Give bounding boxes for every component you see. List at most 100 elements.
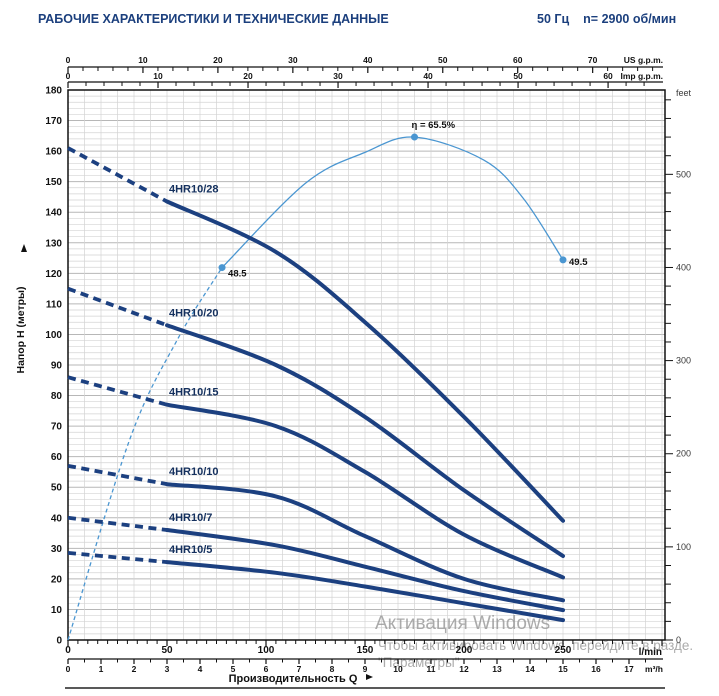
- m3h-axis-label: m³/h: [645, 664, 663, 674]
- feet-tick-label: 200: [676, 449, 691, 459]
- meters-tick-label: 130: [45, 238, 62, 249]
- frequency-label: 50 Гц: [537, 12, 570, 26]
- meters-tick-label: 80: [51, 391, 63, 402]
- efficiency-bep-point: [411, 133, 418, 141]
- meters-tick-label: 70: [51, 422, 63, 433]
- series-label-4HR10/5: 4HR10/5: [169, 544, 212, 556]
- pump-curve-dashed-4HR10/10: [67, 463, 168, 487]
- us-gpm-axis-label: US g.p.m.: [624, 55, 663, 65]
- us-gpm-tick-label: 70: [588, 55, 598, 65]
- pump-curve-dashed-4HR10/7: [67, 515, 168, 532]
- m3h-tick-label: 4: [198, 664, 203, 674]
- efficiency-bep-label: η = 65.5%: [412, 120, 456, 131]
- imp-gpm-tick-label: 0: [66, 71, 71, 81]
- series-label-4HR10/28: 4HR10/28: [169, 184, 219, 196]
- meters-tick-label: 160: [45, 147, 62, 158]
- meters-tick-label: 10: [51, 605, 63, 616]
- lmin-axis-label: l/min: [639, 647, 662, 658]
- feet-tick-label: 500: [676, 169, 691, 179]
- m3h-tick-label: 17: [624, 664, 634, 674]
- us-gpm-tick-label: 10: [138, 55, 148, 65]
- m3h-tick-label: 0: [66, 664, 71, 674]
- meters-tick-label: 150: [45, 177, 62, 188]
- watermark-hint-line1: Чтобы активировать Windows, перейдите в …: [378, 638, 693, 653]
- m3h-tick-label: 10: [393, 664, 403, 674]
- m3h-tick-label: 16: [591, 664, 601, 674]
- pump-curve-4HR10/5: [165, 560, 565, 623]
- lmin-tick-label: 250: [555, 645, 572, 656]
- page-title: РАБОЧИЕ ХАРАКТЕРИСТИКИ И ТЕХНИЧЕСКИЕ ДАН…: [38, 12, 389, 26]
- feet-axis-label: feet: [676, 88, 692, 98]
- m3h-tick-label: 8: [330, 664, 335, 674]
- pump-curve-dashed-4HR10/28: [67, 146, 168, 204]
- frequency-speed: 50 Гц n= 2900 об/мин: [537, 12, 676, 26]
- pump-curve-dashed-4HR10/5: [67, 551, 168, 564]
- lmin-tick-label: 100: [258, 645, 275, 656]
- x-axis-title: Производительность Q: [229, 673, 358, 685]
- m3h-tick-label: 1: [99, 664, 104, 674]
- pump-curve-4HR10/20: [165, 323, 565, 558]
- m3h-tick-label: 2: [132, 664, 137, 674]
- pump-curve-4HR10/7: [165, 528, 565, 613]
- imp-gpm-tick-label: 40: [423, 71, 433, 81]
- efficiency-range-label: 48.5: [228, 269, 247, 280]
- watermark-activation: Активация Windows: [375, 613, 550, 634]
- speed-label: n= 2900 об/мин: [583, 12, 677, 26]
- us-gpm-tick-label: 20: [213, 55, 223, 65]
- imp-gpm-axis-label: Imp g.p.m.: [621, 71, 664, 81]
- pump-curve-4HR10/15: [165, 402, 565, 580]
- pump-curve-4HR10/28: [165, 199, 565, 523]
- imp-gpm-tick-label: 60: [603, 71, 613, 81]
- feet-tick-label: 400: [676, 262, 691, 272]
- lmin-tick-label: 50: [161, 645, 173, 656]
- meters-tick-label: 120: [45, 269, 62, 280]
- meters-tick-label: 100: [45, 330, 62, 341]
- efficiency-curve-dashed: [67, 267, 223, 641]
- pump-curve-dashed-4HR10/20: [67, 286, 168, 328]
- m3h-tick-label: 15: [558, 664, 568, 674]
- meters-tick-label: 180: [45, 86, 62, 97]
- series-label-4HR10/15: 4HR10/15: [169, 387, 219, 399]
- lmin-tick-label: 200: [456, 645, 473, 656]
- lmin-tick-label: 0: [65, 645, 71, 656]
- meters-tick-label: 90: [51, 361, 63, 372]
- meters-tick-label: 40: [51, 513, 63, 524]
- efficiency-range-label: 49.5: [569, 257, 588, 268]
- series-label-4HR10/7: 4HR10/7: [169, 512, 212, 524]
- m3h-tick-label: 11: [427, 664, 436, 674]
- us-gpm-tick-label: 50: [438, 55, 448, 65]
- series-label-4HR10/10: 4HR10/10: [169, 466, 219, 478]
- meters-tick-label: 60: [51, 452, 63, 463]
- m3h-tick-label: 9: [363, 664, 368, 674]
- pump-curve-dashed-4HR10/15: [67, 375, 168, 407]
- m3h-tick-label: 14: [525, 664, 535, 674]
- imp-gpm-tick-label: 50: [513, 71, 523, 81]
- y-axis-arrow-icon: [21, 244, 27, 252]
- lmin-tick-label: 150: [357, 645, 374, 656]
- header: РАБОЧИЕ ХАРАКТЕРИСТИКИ И ТЕХНИЧЕСКИЕ ДАН…: [0, 10, 719, 32]
- feet-tick-label: 0: [676, 635, 681, 645]
- meters-tick-label: 30: [51, 544, 63, 555]
- us-gpm-tick-label: 60: [513, 55, 523, 65]
- meters-tick-label: 140: [45, 208, 62, 219]
- us-gpm-tick-label: 0: [66, 55, 71, 65]
- imp-gpm-tick-label: 20: [243, 71, 253, 81]
- m3h-tick-label: 13: [492, 664, 502, 674]
- feet-tick-label: 300: [676, 356, 691, 366]
- us-gpm-tick-label: 30: [288, 55, 298, 65]
- y-axis-title: Напор H (метры): [15, 287, 27, 374]
- meters-tick-label: 20: [51, 574, 63, 585]
- efficiency-range-point: [218, 264, 226, 272]
- meters-tick-label: 50: [51, 483, 63, 494]
- x-axis-arrow-icon: [366, 674, 373, 680]
- us-gpm-tick-label: 40: [363, 55, 373, 65]
- m3h-tick-label: 12: [459, 664, 469, 674]
- efficiency-range-point: [559, 256, 567, 264]
- meters-tick-label: 170: [45, 116, 62, 127]
- pump-curve-4HR10/10: [165, 482, 565, 603]
- imp-gpm-tick-label: 10: [153, 71, 163, 81]
- m3h-tick-label: 7: [297, 664, 302, 674]
- m3h-tick-label: 5: [231, 664, 236, 674]
